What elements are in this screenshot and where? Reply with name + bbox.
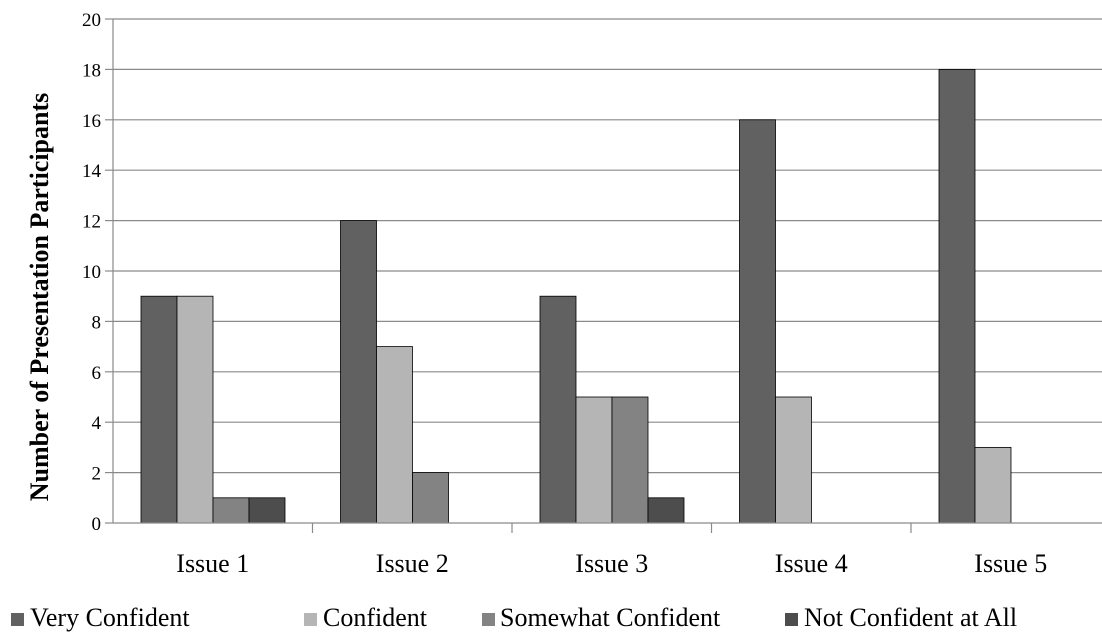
legend-swatch xyxy=(785,613,798,626)
bar xyxy=(775,396,812,524)
gridlines xyxy=(113,18,1102,474)
y-tick-label: 6 xyxy=(92,363,102,384)
axes xyxy=(105,18,1102,533)
y-tick-labels: 0 2 4 6 8 10 12 14 16 18 20 xyxy=(82,10,102,535)
y-tick-label: 20 xyxy=(82,10,101,31)
y-tick-label: 2 xyxy=(92,464,102,485)
y-tick-label: 10 xyxy=(82,262,101,283)
bar xyxy=(739,119,776,524)
legend-swatch xyxy=(11,613,24,626)
bar xyxy=(647,497,685,524)
bar xyxy=(376,346,413,524)
legend: Very Confident Confident Somewhat Confiden… xyxy=(11,603,1017,632)
legend-swatch xyxy=(482,613,495,626)
legend-label: Confident xyxy=(323,603,428,632)
x-tick-label: Issue 1 xyxy=(176,549,249,578)
legend-label: Very Confident xyxy=(30,603,190,632)
bars xyxy=(140,69,1012,524)
y-tick-label: 0 xyxy=(92,514,102,535)
y-tick-label: 14 xyxy=(82,161,102,182)
bar xyxy=(974,446,1012,524)
legend-label: Somewhat Confident xyxy=(500,603,721,632)
bar xyxy=(176,295,214,524)
bar xyxy=(575,396,613,524)
bar xyxy=(140,295,178,524)
bar xyxy=(248,497,286,524)
x-tick-label: Issue 2 xyxy=(376,549,449,578)
x-tick-label: Issue 3 xyxy=(575,549,648,578)
bar xyxy=(611,396,649,524)
bar xyxy=(412,472,449,524)
x-tick-label: Issue 4 xyxy=(775,549,848,578)
y-tick-label: 4 xyxy=(92,413,102,434)
y-tick-label: 12 xyxy=(82,212,101,233)
x-tick-label: Issue 5 xyxy=(974,549,1047,578)
y-axis-title: Number of Presentation Participants xyxy=(25,93,54,502)
legend-swatch xyxy=(304,613,317,626)
bar xyxy=(539,295,577,524)
y-tick-label: 16 xyxy=(82,111,101,132)
legend-label: Not Confident at All xyxy=(804,603,1017,632)
bar xyxy=(212,497,250,524)
y-tick-label: 18 xyxy=(82,60,101,81)
y-tick-label: 8 xyxy=(92,312,102,333)
bar xyxy=(938,69,976,524)
bar xyxy=(340,220,377,524)
x-tick-labels: Issue 1 Issue 2 Issue 3 Issue 4 Issue 5 xyxy=(176,549,1047,578)
